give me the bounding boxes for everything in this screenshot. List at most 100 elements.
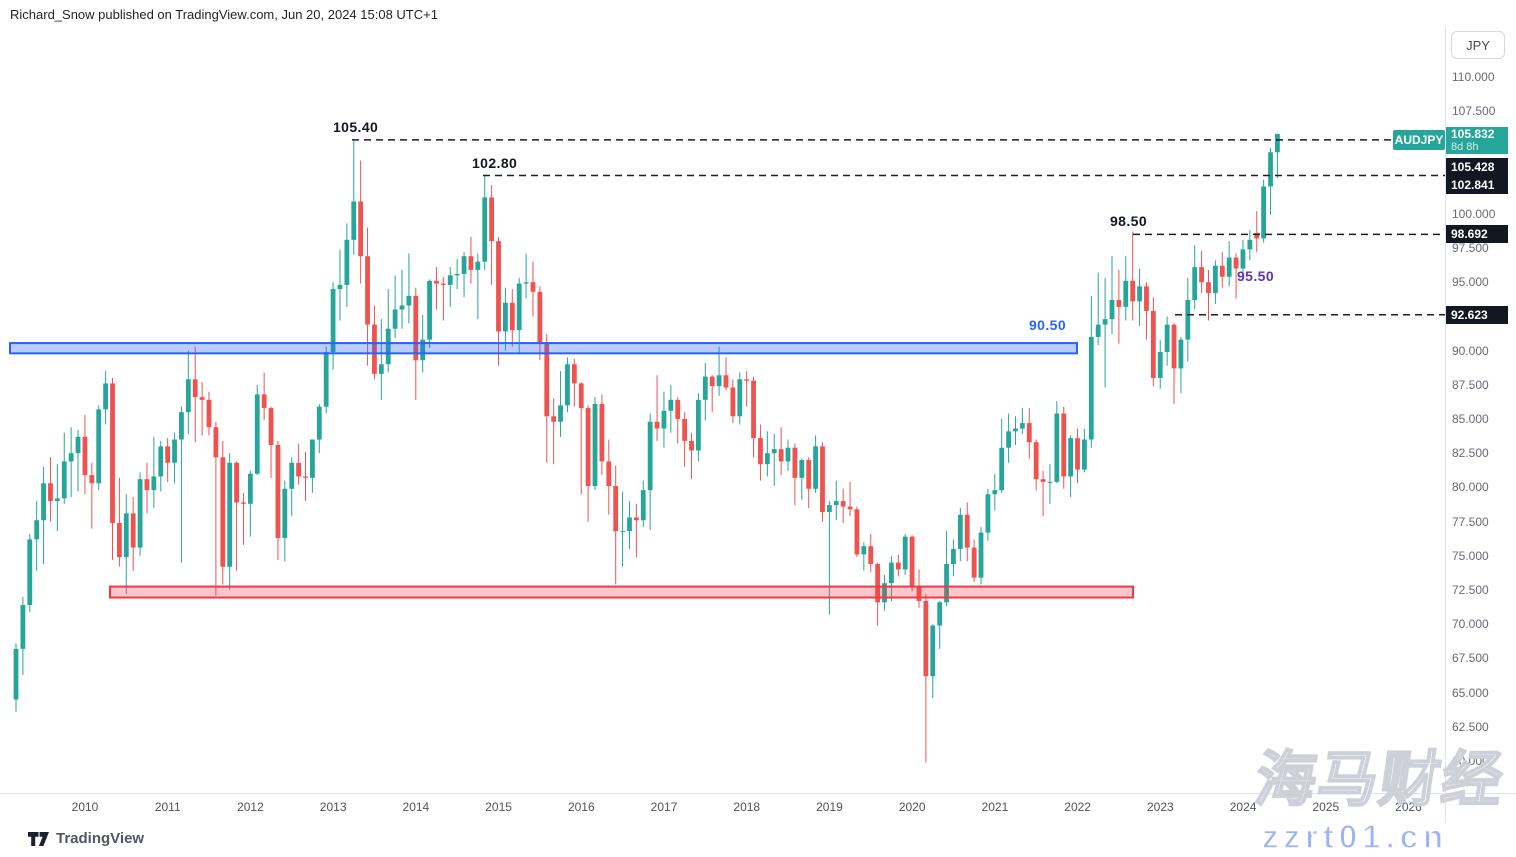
- candle-body: [978, 532, 984, 578]
- candle-body: [633, 517, 639, 521]
- year-label-2013: 2013: [319, 800, 347, 814]
- candle-body: [185, 379, 191, 413]
- candle-body: [61, 461, 67, 499]
- candle-body: [951, 548, 956, 565]
- candle-body: [1033, 442, 1039, 480]
- candle-body: [48, 483, 53, 502]
- candle-body: [1047, 481, 1053, 483]
- candle-body: [144, 479, 150, 491]
- candle-body: [537, 291, 543, 344]
- candle-body: [923, 600, 929, 677]
- candle-body: [964, 514, 970, 548]
- price-level-label: 98.692: [1446, 225, 1508, 243]
- candle-body: [654, 421, 660, 429]
- watermark-url: zzrt01.cn: [1261, 818, 1449, 855]
- price-tick-95.000: 95.000: [1452, 275, 1489, 290]
- candle-body: [1123, 280, 1129, 307]
- candle-body: [151, 476, 157, 491]
- candle-body: [1150, 310, 1156, 378]
- candle-body: [916, 587, 922, 601]
- candle-body: [282, 488, 288, 539]
- candle-body: [75, 436, 81, 454]
- candle-body: [1226, 257, 1232, 277]
- candle-body: [813, 446, 818, 489]
- candle-body: [578, 383, 584, 409]
- candle-body: [1095, 324, 1101, 337]
- candle-body: [751, 380, 756, 439]
- candle-body: [1185, 299, 1191, 340]
- candle-body: [702, 376, 708, 400]
- tradingview-branding[interactable]: TradingView: [28, 830, 144, 847]
- candle-body: [854, 509, 860, 555]
- candle-body: [847, 506, 853, 510]
- candle-body: [875, 564, 881, 603]
- candle-body: [992, 490, 998, 495]
- candle-body: [544, 343, 550, 417]
- candle-body: [316, 406, 322, 440]
- candle-body: [1171, 324, 1177, 369]
- candle-body: [496, 241, 501, 332]
- candle-body: [13, 648, 19, 700]
- candle-body: [434, 280, 439, 284]
- tradingview-logo-icon: [28, 831, 49, 846]
- candle-body: [1164, 324, 1170, 352]
- year-label-2021: 2021: [981, 800, 1009, 814]
- candle-body: [909, 536, 915, 588]
- candle-body: [523, 282, 529, 284]
- candle-body: [516, 283, 522, 331]
- candle-body: [1013, 428, 1018, 432]
- candle-body: [213, 427, 219, 458]
- candle-body: [41, 483, 46, 521]
- candle-body: [254, 394, 260, 474]
- candle-body: [565, 364, 570, 406]
- attribution-text: Richard_Snow published on TradingView.co…: [10, 7, 438, 22]
- candle-body: [882, 583, 887, 603]
- candle-body: [902, 536, 908, 570]
- candle-body: [1054, 413, 1060, 482]
- candle-body: [937, 602, 943, 626]
- price-level-label: 102.841: [1446, 176, 1508, 194]
- candle-body: [709, 376, 715, 387]
- candle-body: [1068, 438, 1074, 477]
- candle-body: [330, 289, 336, 352]
- candle-body: [1040, 479, 1046, 482]
- candle-body: [1130, 280, 1136, 302]
- year-label-2018: 2018: [733, 800, 761, 814]
- candle-body: [158, 446, 164, 477]
- candle-body: [1233, 257, 1239, 269]
- candle-body: [764, 453, 770, 465]
- candle-body: [351, 201, 357, 240]
- candle-body: [551, 416, 557, 422]
- candle-body: [1212, 265, 1218, 294]
- candle-body: [806, 460, 812, 489]
- candle-body: [1206, 282, 1211, 294]
- candle-body: [1144, 286, 1149, 311]
- candle-body: [1006, 431, 1011, 448]
- candle-body: [241, 502, 246, 504]
- candle-body: [378, 364, 384, 374]
- candle-body: [1268, 152, 1273, 187]
- candle-body: [985, 494, 991, 533]
- price-tick-87.500: 87.500: [1452, 377, 1489, 392]
- candle-body: [592, 403, 598, 487]
- currency-toggle-button[interactable]: JPY: [1451, 31, 1505, 59]
- candle-body: [275, 444, 281, 539]
- candle-body: [889, 562, 894, 584]
- candle-body: [1157, 351, 1163, 378]
- candle-body: [309, 439, 315, 478]
- candle-body: [647, 421, 653, 491]
- candle-body: [323, 351, 329, 407]
- tradingview-logo-text: TradingView: [56, 830, 145, 847]
- price-tick-70.000: 70.000: [1452, 617, 1489, 632]
- candle-body: [585, 408, 591, 487]
- price-tick-77.500: 77.500: [1452, 514, 1489, 529]
- candle-body: [1219, 265, 1225, 277]
- candle-body: [999, 447, 1005, 491]
- candle-body: [489, 197, 495, 242]
- candle-body: [820, 446, 825, 513]
- candle-body: [165, 446, 171, 463]
- year-label-2026: 2026: [1395, 800, 1422, 814]
- candle-body: [730, 387, 736, 417]
- candle-body: [130, 513, 136, 548]
